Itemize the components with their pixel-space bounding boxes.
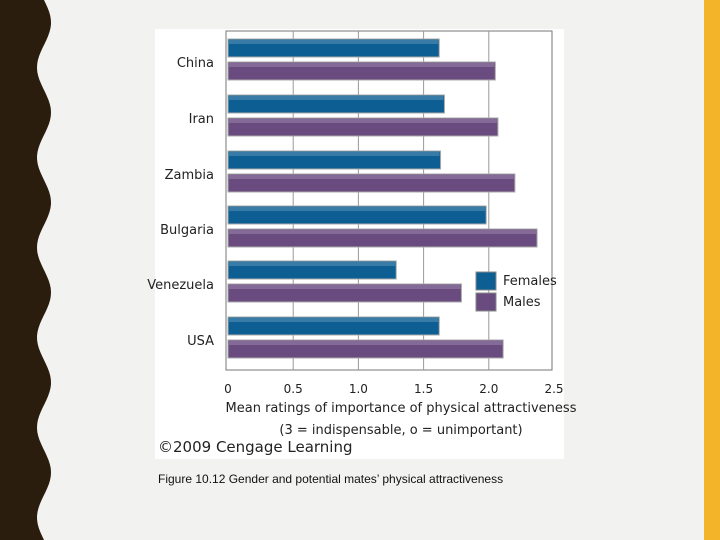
bar-highlight — [229, 40, 439, 44]
bar-highlight — [229, 96, 444, 100]
bar-highlight — [229, 175, 514, 179]
bar-males-venezuela — [227, 283, 462, 303]
legend-label-females: Females — [503, 274, 557, 289]
x-axis-label-line2: (3 = indispensable, o = unimportant) — [279, 423, 522, 438]
bar-highlight — [229, 285, 461, 289]
legend-swatch-males — [475, 292, 497, 312]
category-label-iran: Iran — [189, 112, 214, 127]
bar-males-china — [227, 61, 496, 81]
bar-highlight — [229, 63, 495, 67]
plot-frame — [225, 30, 553, 371]
bar-females-venezuela — [227, 260, 397, 280]
bar-females-bulgaria — [227, 205, 487, 225]
bar-highlight — [229, 262, 396, 266]
bar-females-usa — [227, 316, 440, 336]
right-accent-bar — [704, 0, 720, 540]
x-tick-label: 2.5 — [544, 382, 563, 396]
bar-males-bulgaria — [227, 228, 538, 248]
bar-females-iran — [227, 94, 445, 114]
bar-highlight — [229, 119, 497, 123]
x-tick-label: 2.0 — [479, 382, 498, 396]
x-tick-label: 0.5 — [284, 382, 303, 396]
legend-swatch-females — [475, 271, 497, 291]
bar-females-china — [227, 38, 440, 58]
category-label-zambia: Zambia — [165, 168, 214, 183]
bar-males-iran — [227, 117, 499, 137]
category-label-venezuela: Venezuela — [147, 278, 214, 293]
x-axis-label-line1: Mean ratings of importance of physical a… — [226, 401, 577, 416]
bar-highlight — [229, 152, 440, 156]
x-tick-label: 1.0 — [349, 382, 368, 396]
category-label-bulgaria: Bulgaria — [160, 223, 214, 238]
bar-highlight — [229, 207, 486, 211]
x-tick-label: 0 — [224, 382, 232, 396]
bar-males-zambia — [227, 173, 516, 193]
bar-males-usa — [227, 339, 504, 359]
category-label-usa: USA — [187, 334, 214, 349]
wavy-left-border — [0, 0, 51, 540]
bar-females-zambia — [227, 150, 442, 170]
category-label-china: China — [177, 56, 214, 71]
bar-highlight — [229, 318, 439, 322]
figure-caption: Figure 10.12 Gender and potential mates’… — [158, 472, 504, 486]
bar-highlight — [229, 230, 537, 234]
x-tick-label: 1.5 — [414, 382, 433, 396]
legend-label-males: Males — [503, 295, 541, 310]
copyright-credit: ©2009 Cengage Learning — [158, 438, 353, 456]
bar-highlight — [229, 341, 503, 345]
